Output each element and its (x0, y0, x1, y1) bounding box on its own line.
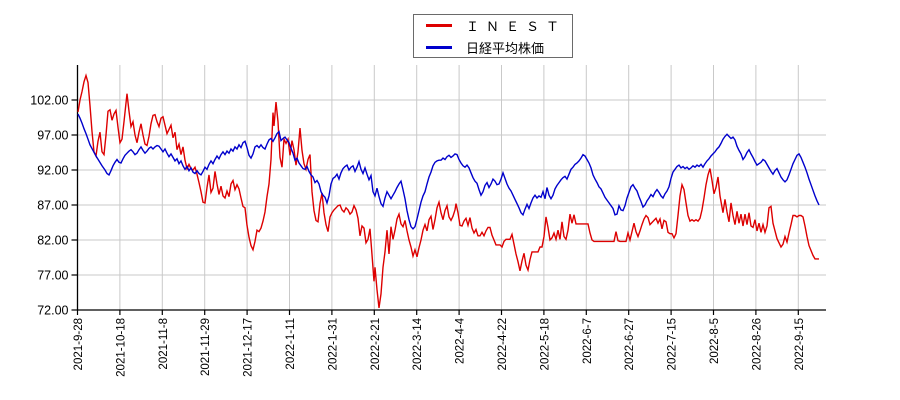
nikkei-line-swatch-icon (426, 45, 452, 49)
x-tick-label: 2022-4-4 (455, 317, 467, 364)
y-tick-label: 82.00 (37, 234, 68, 248)
legend-item-inest: ＩＮＥＳＴ (414, 15, 572, 35)
x-tick-label: 2021-9-28 (73, 318, 85, 370)
x-tick-label: 2021-10-18 (115, 318, 127, 377)
x-tick-label: 2022-9-15 (794, 318, 806, 370)
x-tick-label: 2022-3-14 (412, 317, 424, 370)
x-tick-label: 2022-8-5 (709, 318, 721, 364)
nikkei225-line (77, 113, 820, 230)
x-tick-label: 2021-11-8 (158, 318, 170, 370)
x-tick-label: 2022-4-22 (497, 318, 509, 370)
x-tick-label: 2022-6-7 (582, 318, 594, 364)
legend-label-inest: ＩＮＥＳＴ (466, 18, 567, 34)
y-tick-label: 102.00 (30, 94, 68, 108)
legend: ＩＮＥＳＴ 日経平均株価 (413, 14, 573, 58)
x-tick-label: 2022-1-11 (285, 318, 297, 370)
x-tick-label: 2021-12-17 (243, 318, 255, 377)
x-tick-label: 2022-8-26 (751, 318, 763, 370)
x-tick-label: 2022-7-15 (667, 318, 679, 370)
legend-item-nikkei: 日経平均株価 (414, 37, 572, 57)
y-tick-label: 87.00 (37, 199, 68, 213)
y-tick-label: 72.00 (37, 304, 68, 318)
inest-line (77, 73, 819, 308)
x-tick-label: 2021-11-29 (200, 318, 212, 376)
y-tick-label: 92.00 (37, 164, 68, 178)
inest-line-swatch-icon (426, 23, 452, 27)
x-tick-label: 2022-2-21 (370, 318, 382, 370)
x-tick-label: 2022-5-18 (539, 318, 551, 370)
x-tick-label: 2022-1-31 (327, 318, 339, 370)
y-tick-label: 97.00 (37, 129, 68, 143)
legend-label-nikkei: 日経平均株価 (466, 40, 545, 56)
y-tick-label: 77.00 (37, 269, 68, 283)
x-tick-label: 2022-6-27 (624, 318, 636, 370)
